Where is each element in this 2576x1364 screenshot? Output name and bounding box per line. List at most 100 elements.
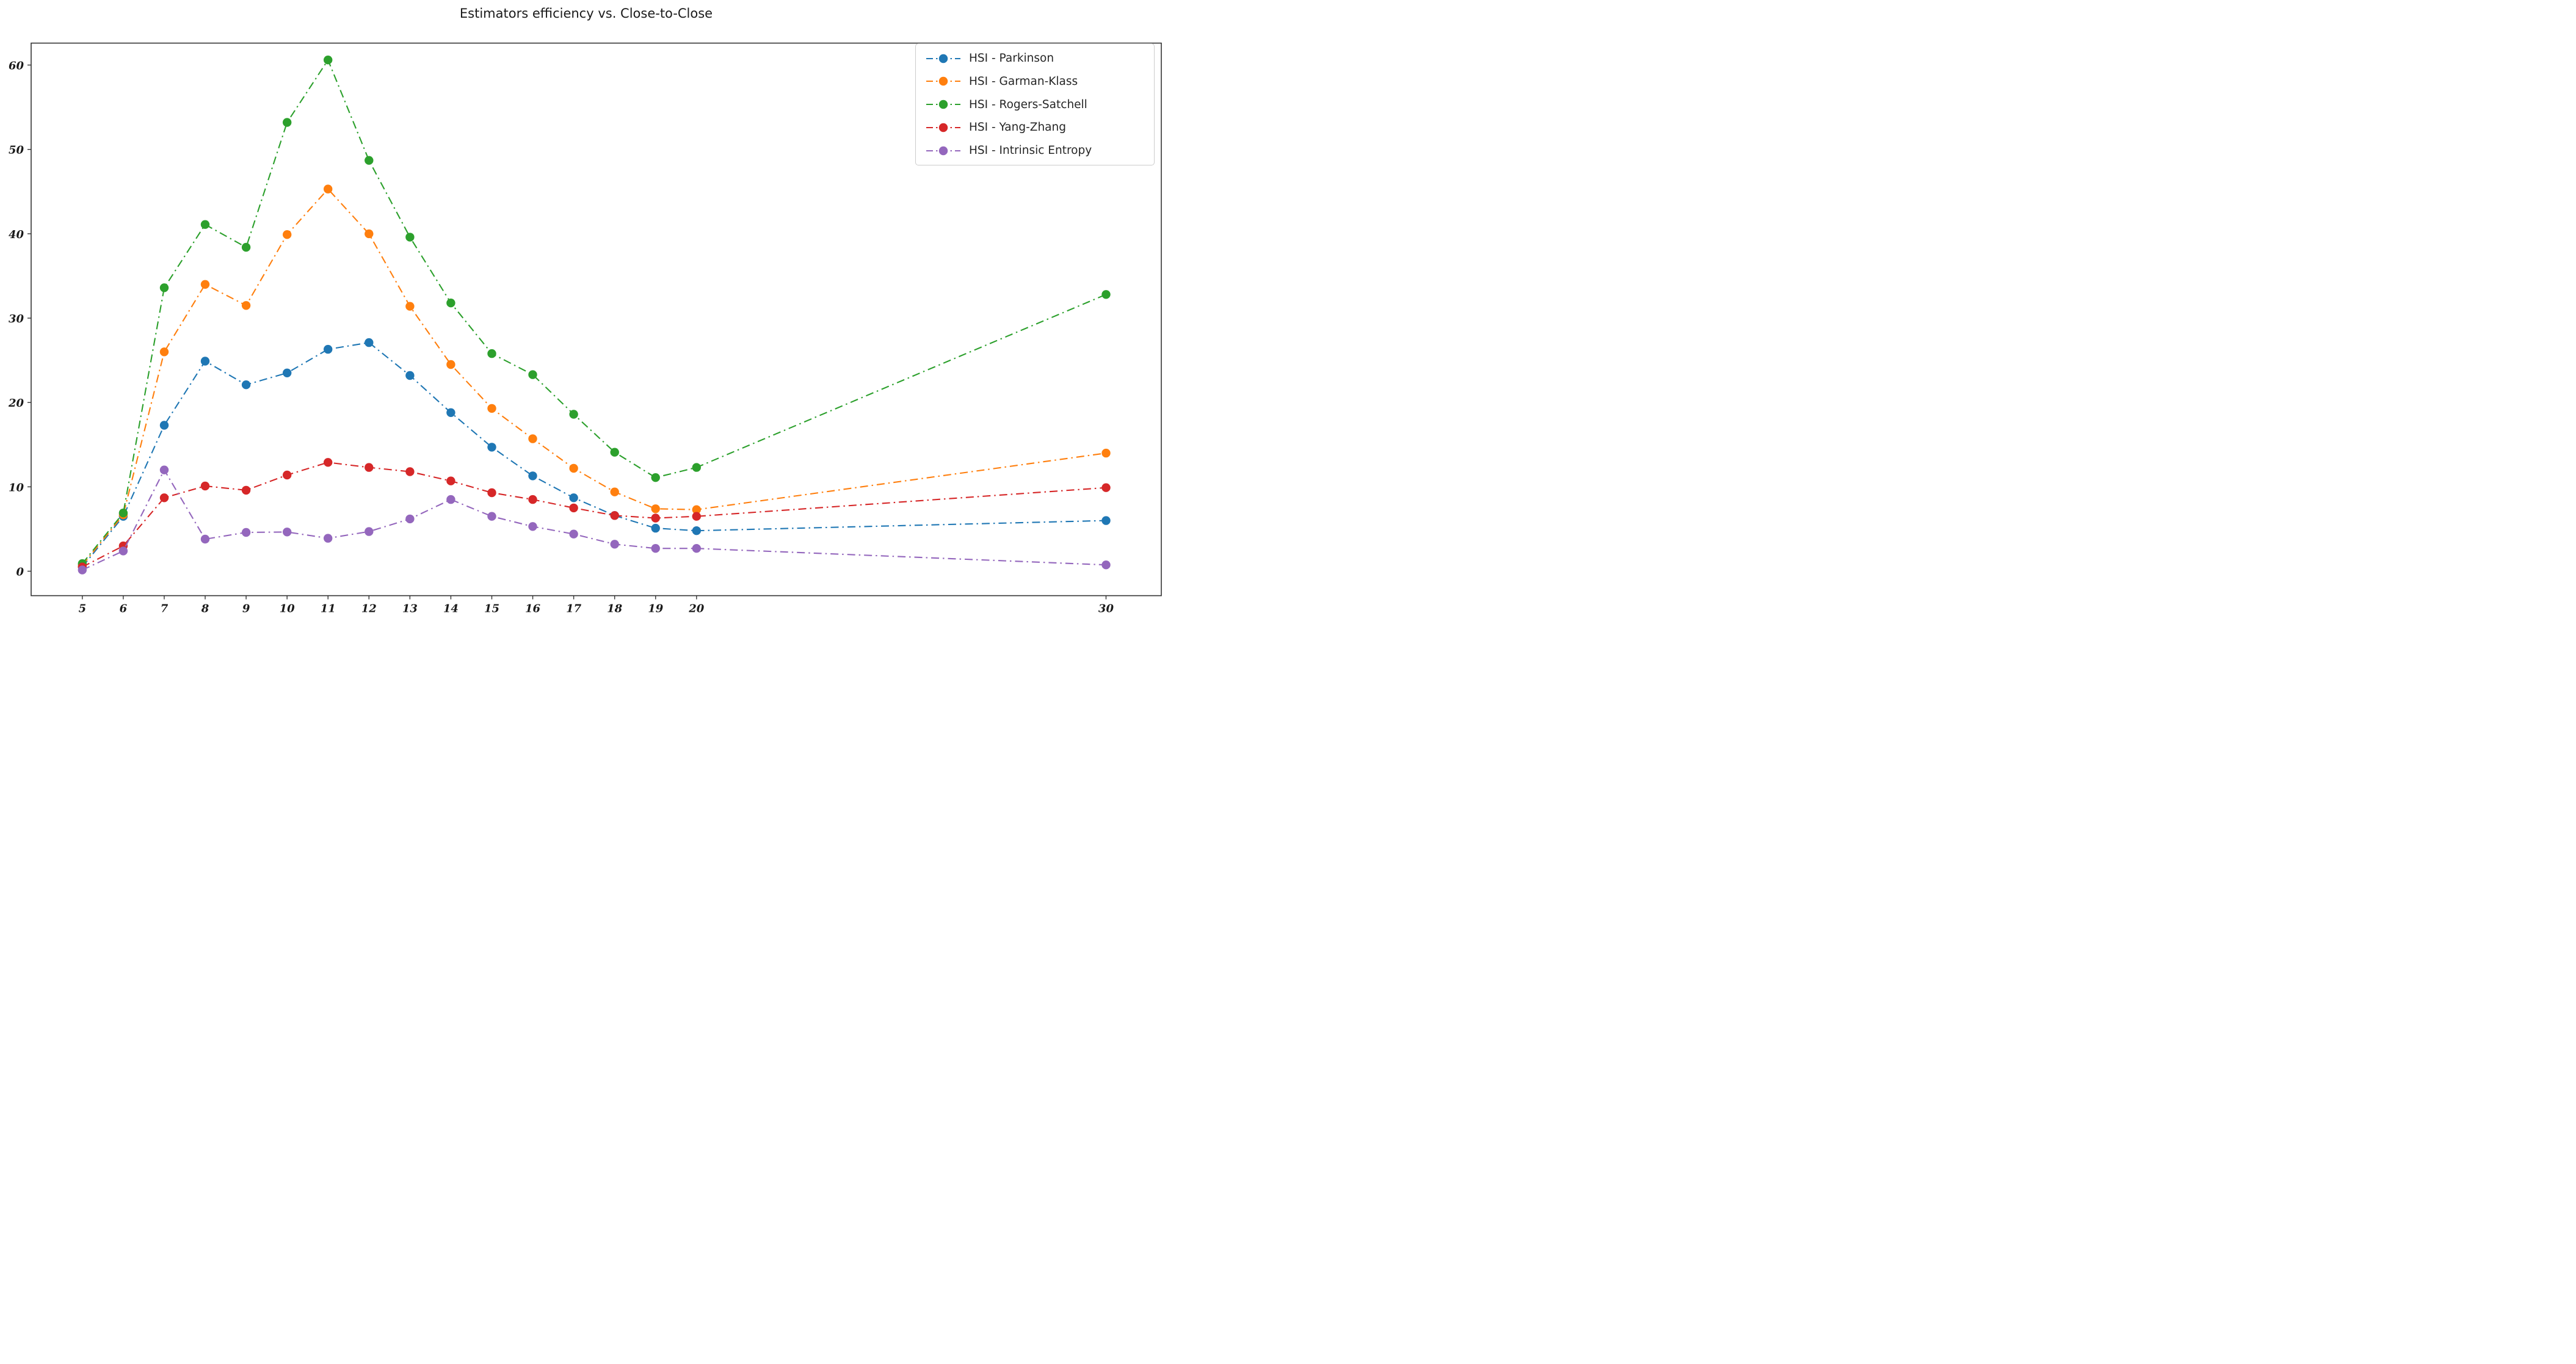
data-point-marker <box>610 448 619 457</box>
x-tick-label: 16 <box>525 603 541 615</box>
data-point-marker <box>692 463 702 472</box>
series-hsi-parkinson <box>78 338 1111 571</box>
legend-sample-marker <box>938 146 948 155</box>
y-tick-label: 40 <box>9 228 24 241</box>
x-tick-label: 17 <box>566 603 582 615</box>
x-tick-label: 5 <box>79 603 87 615</box>
data-point-marker <box>487 404 496 413</box>
x-tick-label: 9 <box>242 603 250 615</box>
legend-label: HSI - Parkinson <box>969 52 1054 65</box>
data-point-marker <box>241 528 251 537</box>
data-point-marker <box>405 302 415 311</box>
y-tick-label: 50 <box>9 144 24 157</box>
data-point-marker <box>528 522 537 531</box>
series-hsi-intrinsic-entropy <box>78 465 1111 575</box>
legend-sample-marker <box>938 123 948 132</box>
data-point-marker <box>569 410 578 419</box>
data-point-marker <box>651 523 660 533</box>
chart-title: Estimators efficiency vs. Close-to-Close <box>459 6 713 21</box>
data-point-marker <box>692 505 702 514</box>
legend-item: HSI - Garman-Klass <box>926 75 1144 88</box>
y-tick-label: 20 <box>8 397 24 410</box>
series-hsi-garman-klass <box>78 184 1111 570</box>
x-tick-label: 18 <box>607 603 623 615</box>
data-point-marker <box>200 357 210 366</box>
x-tick-label: 6 <box>120 603 128 615</box>
data-point-marker <box>569 493 578 502</box>
data-point-marker <box>487 488 496 498</box>
data-point-marker <box>487 349 496 358</box>
series-line <box>82 468 1106 571</box>
data-point-marker <box>1101 290 1111 299</box>
x-tick-label: 15 <box>484 603 499 615</box>
data-point-marker <box>200 534 210 544</box>
data-point-marker <box>283 230 292 239</box>
data-point-marker <box>487 443 496 452</box>
data-point-marker <box>528 471 537 481</box>
y-tick-label: 30 <box>9 313 24 325</box>
data-point-marker <box>610 487 619 496</box>
x-tick-label: 14 <box>443 603 459 615</box>
data-point-marker <box>324 534 333 543</box>
data-point-marker <box>365 527 374 536</box>
x-tick-label: 13 <box>402 603 418 615</box>
data-point-marker <box>283 368 292 377</box>
data-point-marker <box>528 370 537 379</box>
x-tick-label: 8 <box>201 603 209 615</box>
data-point-marker <box>692 526 702 535</box>
series-line <box>81 341 1106 568</box>
data-point-marker <box>159 347 169 357</box>
figure: Estimators efficiency vs. Close-to-Close… <box>0 0 1172 621</box>
data-point-marker <box>324 184 333 194</box>
legend-item: HSI - Rogers-Satchell <box>926 98 1144 111</box>
data-point-marker <box>610 511 619 520</box>
data-point-marker <box>1101 560 1111 570</box>
legend-label: HSI - Yang-Zhang <box>969 121 1066 134</box>
data-point-marker <box>200 280 210 289</box>
data-point-marker <box>365 229 374 239</box>
legend-label: HSI - Rogers-Satchell <box>969 98 1087 111</box>
data-point-marker <box>405 371 415 380</box>
legend-label: HSI - Intrinsic Entropy <box>969 144 1092 157</box>
data-point-marker <box>569 463 578 473</box>
data-point-marker <box>283 118 292 127</box>
x-tick-label: 7 <box>161 603 169 615</box>
x-tick-label: 19 <box>648 603 664 615</box>
data-point-marker <box>651 513 660 523</box>
data-point-marker <box>159 465 169 474</box>
data-point-marker <box>446 360 455 369</box>
series-line <box>82 462 1106 568</box>
series-hsi-rogers-satchell <box>78 56 1111 568</box>
data-point-marker <box>651 504 660 513</box>
series-line <box>81 188 1106 566</box>
data-point-marker <box>241 242 251 252</box>
data-point-marker <box>283 528 292 537</box>
y-tick-label: 0 <box>16 566 24 579</box>
data-point-marker <box>118 546 128 556</box>
data-point-marker <box>405 233 415 242</box>
data-point-marker <box>405 467 415 476</box>
x-tick-label: 10 <box>280 603 296 615</box>
data-point-marker <box>159 421 169 430</box>
data-point-marker <box>692 512 702 521</box>
data-point-marker <box>118 509 128 518</box>
legend-item: HSI - Yang-Zhang <box>926 121 1144 134</box>
data-point-marker <box>651 544 660 553</box>
data-point-marker <box>365 463 374 472</box>
y-tick-label: 60 <box>9 60 24 73</box>
series-hsi-yang-zhang <box>78 458 1111 571</box>
legend-sample-marker <box>938 100 948 109</box>
legend-line-sample <box>926 54 960 63</box>
data-point-marker <box>324 56 333 65</box>
data-point-marker <box>651 473 660 482</box>
data-point-marker <box>1101 516 1111 525</box>
y-tick-label: 10 <box>9 481 24 494</box>
legend-sample-marker <box>938 77 948 86</box>
data-point-marker <box>528 434 537 443</box>
y-axis-ticks: 0 10 20 30 40 50 60 <box>8 60 31 579</box>
legend-label: HSI - Garman-Klass <box>969 74 1078 88</box>
data-point-marker <box>283 470 292 480</box>
data-point-marker <box>241 380 251 390</box>
data-point-marker <box>610 540 619 549</box>
legend-line-sample <box>926 100 960 109</box>
